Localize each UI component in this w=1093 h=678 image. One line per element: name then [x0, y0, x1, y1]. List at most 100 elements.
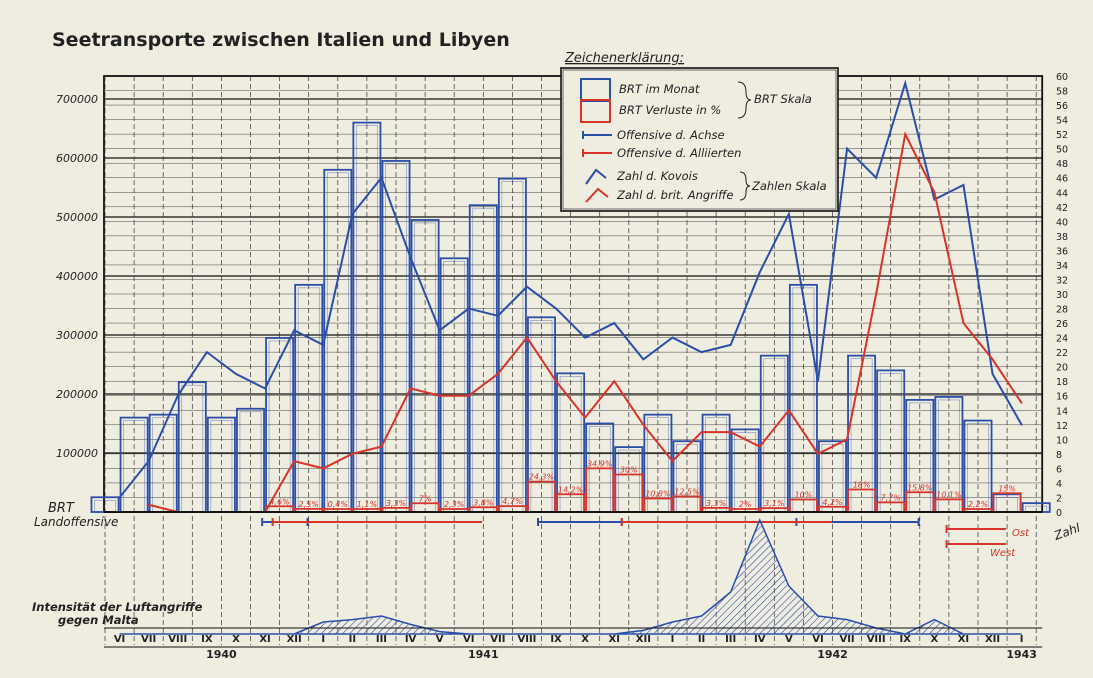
convoys-point: [642, 358, 645, 361]
attacks-point: [380, 445, 383, 448]
y2-tick-label: 40: [1056, 217, 1068, 228]
month-label: VI: [463, 634, 474, 645]
convoys-point: [526, 285, 528, 288]
month-label: VI: [114, 634, 125, 645]
month-label: XI: [958, 634, 969, 645]
attacks-point: [438, 394, 441, 397]
malta-label-1: Intensität der Luftangriffe: [32, 600, 203, 614]
convoys-point: [700, 351, 703, 353]
y2-axis-label: Zahl: [1051, 520, 1082, 543]
y2-tick-label: 34: [1056, 261, 1068, 272]
convoys-point: [555, 307, 557, 310]
y2-tick-label: 38: [1056, 232, 1068, 243]
loss-label: 3,8%: [473, 498, 493, 507]
land-offensive-label: Landoffensive: [34, 515, 118, 529]
y2-tick-label: 32: [1056, 275, 1068, 286]
loss-label: 1,1%: [357, 500, 377, 509]
month-label: XII: [985, 634, 1000, 645]
y-tick-label: 200000: [56, 388, 98, 401]
loss-label: 4,6%: [269, 497, 289, 506]
month-label: V: [436, 634, 444, 645]
malta-area: [119, 518, 1022, 635]
convoys-point: [264, 387, 266, 390]
convoys-point: [497, 315, 499, 317]
month-label: VII: [839, 634, 854, 645]
year-label: 1940: [206, 648, 237, 661]
legend-brt-month: BRT im Monat: [619, 82, 700, 96]
loss-label: 0,4%: [328, 500, 348, 509]
y2-tick-label: 26: [1056, 319, 1068, 330]
month-label: II: [349, 634, 356, 645]
attacks-point: [467, 394, 470, 397]
loss-label: 2,2%: [968, 500, 988, 509]
month-label: IV: [405, 634, 417, 645]
convoys-point: [438, 329, 441, 332]
convoys-point: [380, 176, 383, 179]
attacks-point: [846, 438, 848, 441]
y2-tick-label: 56: [1056, 101, 1068, 112]
front-label-ost: Ost: [1012, 528, 1030, 539]
legend-swatch-axis-offensive: [582, 131, 612, 139]
convoys-point: [293, 329, 295, 332]
convoys-point: [147, 460, 150, 462]
convoys-point: [788, 213, 790, 215]
attacks-line: [148, 503, 178, 513]
legend-swatch-attacks: [585, 187, 609, 203]
axes: 100000 200000 300000 400000 500000 600000 7000…: [56, 72, 1068, 519]
month-label: I: [1020, 634, 1024, 645]
attacks-point: [497, 373, 499, 375]
loss-label: 10%: [795, 491, 813, 500]
loss-label: 18%: [853, 481, 871, 490]
attacks-point: [555, 380, 557, 383]
month-label: IX: [201, 634, 213, 645]
malta-label-2: gegen Malta: [58, 613, 139, 627]
convoys-point: [904, 82, 907, 85]
attacks-point: [1020, 402, 1023, 404]
loss-label: 30%: [620, 466, 638, 475]
month-label: III: [725, 634, 736, 645]
y2-tick-label: 14: [1056, 406, 1068, 417]
y2-tick-label: 54: [1056, 116, 1068, 127]
y2-tick-label: 8: [1056, 450, 1062, 461]
series-lines: [118, 79, 1023, 513]
year-label: 1941: [468, 648, 499, 661]
y2-tick-label: 30: [1056, 290, 1068, 301]
loss-label: 3,3%: [386, 499, 406, 508]
month-label: IX: [550, 634, 562, 645]
convoys-point: [409, 256, 412, 259]
legend-swatch-convoys: [585, 168, 607, 185]
loss-label: 15%: [998, 484, 1016, 493]
land-offensive-bars: Ost West: [261, 518, 1030, 559]
month-label: IV: [754, 634, 766, 645]
legend: Zeichenerklärung: BRT im Monat BRT Verlu…: [560, 51, 839, 212]
legend-allied-offensive: Offensive d. Alliierten: [617, 146, 741, 160]
y2-tick-label: 10: [1056, 435, 1068, 446]
loss-label: 10,1%: [936, 490, 961, 499]
convoys-point: [1020, 424, 1023, 426]
month-label: X: [581, 634, 589, 645]
month-label: III: [376, 634, 387, 645]
month-label: XII: [636, 634, 651, 645]
loss-label: 4,2%: [822, 498, 842, 507]
year-label: 1943: [1006, 648, 1037, 661]
attacks-point: [584, 416, 586, 419]
brt-bar: [963, 419, 993, 513]
y-tick-label: 300000: [56, 329, 98, 342]
loss-label: 2,5%: [299, 500, 319, 509]
convoys-point: [817, 380, 819, 383]
attacks-point: [991, 358, 994, 361]
loss-bar: [585, 467, 615, 513]
month-label: XI: [609, 634, 620, 645]
attacks-point: [351, 453, 354, 455]
attacks-point: [642, 424, 645, 426]
legend-convoys: Zahl d. Kovois: [616, 169, 698, 183]
convoys-point: [671, 336, 674, 339]
month-label: XII: [287, 634, 302, 645]
month-axis: VI VII VIII IX X XI XII I II III IV V VI VII VIII IX X XI…: [104, 627, 1043, 661]
brt-bar-inner: [210, 420, 233, 513]
loss-label: 3,3%: [706, 499, 726, 508]
month-label: VIII: [867, 634, 886, 645]
y2-tick-label: 50: [1056, 145, 1068, 156]
loss-label: 14,2%: [558, 485, 583, 494]
month-label: VIII: [168, 634, 187, 645]
